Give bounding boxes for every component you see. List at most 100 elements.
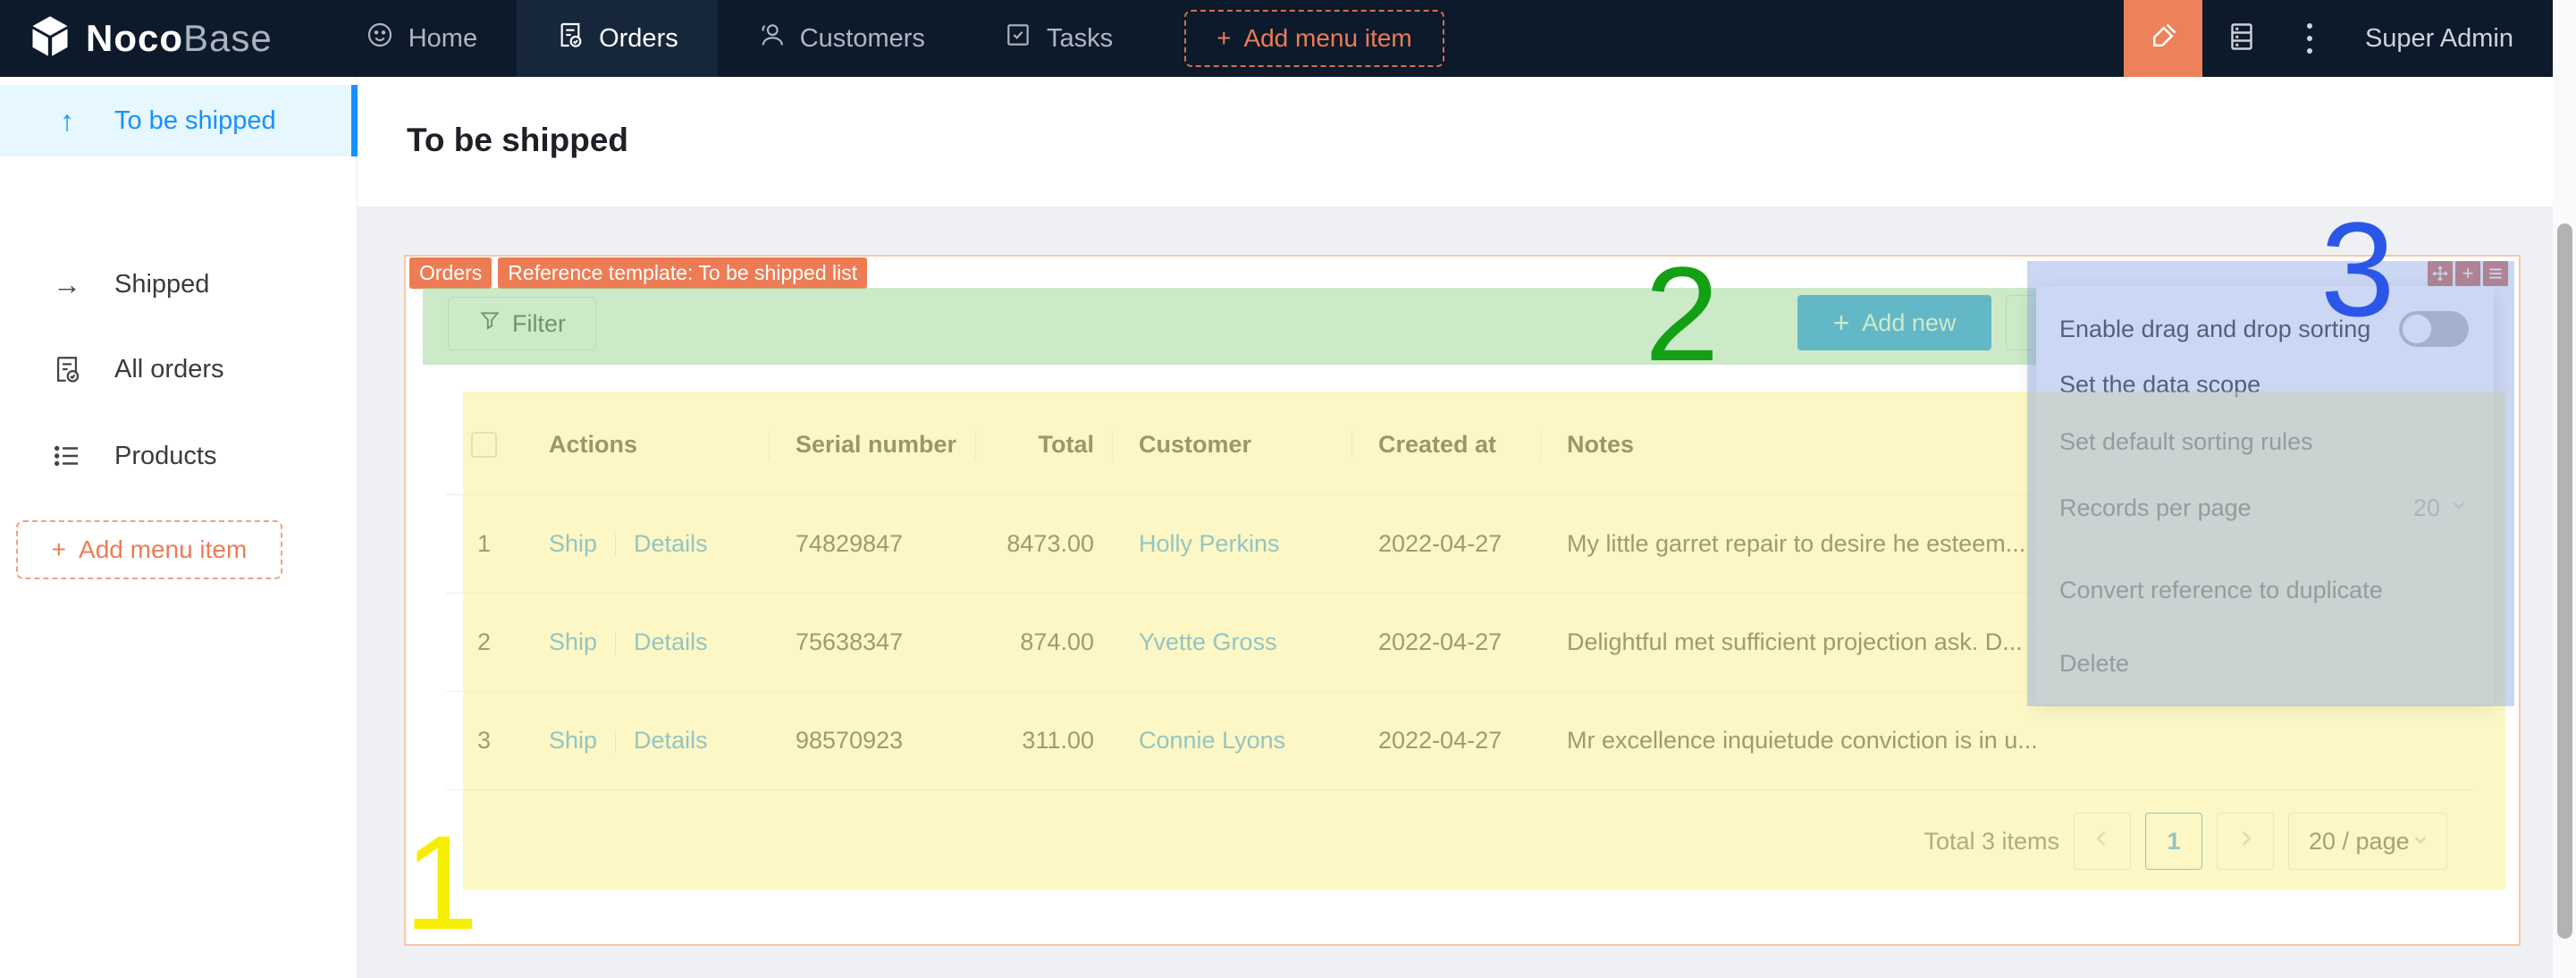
block-designer-tags: Orders Reference template: To be shipped… — [409, 257, 868, 289]
column-header-customer: Customer — [1112, 431, 1351, 459]
pagination-next-button[interactable] — [2217, 813, 2274, 870]
ship-action-link[interactable]: Ship — [549, 628, 598, 655]
column-header-total: Total — [975, 431, 1112, 459]
column-header-actions: Actions — [549, 431, 638, 458]
server-stack-icon — [2226, 21, 2258, 57]
list-icon — [50, 441, 84, 471]
plus-icon: + — [1216, 24, 1232, 52]
menu-item-label: Records per page — [2059, 493, 2252, 521]
nocobase-logo[interactable]: NocoBase — [0, 13, 305, 64]
filter-button[interactable]: Filter — [448, 297, 596, 350]
scrollbar-thumb[interactable] — [2557, 223, 2572, 939]
ui-editor-button[interactable] — [2123, 0, 2202, 77]
sidebar-item-to-be-shipped[interactable]: ↑ To be shipped — [0, 85, 358, 156]
cell-notes: My little garret repair to desire he est… — [1567, 530, 2026, 557]
page-title: To be shipped — [407, 122, 629, 158]
user-icon — [757, 21, 786, 56]
details-action-link[interactable]: Details — [634, 628, 708, 655]
add-new-label: Add new — [1862, 308, 1957, 336]
sidebar-item-label: Shipped — [114, 269, 210, 299]
action-divider — [615, 631, 617, 655]
navbar-right-actions: Super Admin — [2123, 0, 2553, 77]
user-menu[interactable]: Super Admin — [2364, 23, 2513, 53]
sidebar: ↑ To be shipped → Shipped All orders Pro… — [0, 77, 358, 978]
pagination-total: Total 3 items — [1924, 827, 2059, 855]
plugin-manager-button[interactable] — [2202, 0, 2281, 77]
ship-action-link[interactable]: Ship — [549, 727, 598, 754]
sidebar-item-products[interactable]: Products — [0, 420, 358, 492]
pagination-prev-button[interactable] — [2074, 813, 2131, 870]
sidebar-item-label: All orders — [114, 354, 224, 384]
details-action-link[interactable]: Details — [634, 530, 708, 557]
sidebar-item-shipped[interactable]: → Shipped — [0, 249, 358, 320]
plus-icon: + — [51, 535, 67, 563]
reference-template-tag: Reference template: To be shipped list — [498, 257, 868, 289]
menu-item-label: Enable drag and drop sorting — [2059, 315, 2371, 342]
column-header-serial: Serial number — [769, 431, 975, 459]
sidebar-item-all-orders[interactable]: All orders — [0, 333, 358, 405]
ship-action-link[interactable]: Ship — [549, 530, 598, 557]
menu-item-drag-sort[interactable]: Enable drag and drop sorting — [2036, 300, 2494, 358]
menu-item-data-scope[interactable]: Set the data scope — [2036, 356, 2494, 413]
nav-item-customers[interactable]: Customers — [718, 0, 964, 77]
table-row: 3 Ship Details 98570923 311.00 Connie Lyo… — [446, 692, 2478, 790]
menu-item-delete[interactable]: Delete — [2036, 635, 2494, 692]
highlighter-icon — [2147, 21, 2179, 57]
block-designer-actions: + — [2428, 261, 2562, 286]
navbar-add-menu-item-button[interactable]: + Add menu item — [1184, 10, 1444, 67]
sidebar-item-label: To be shipped — [114, 105, 276, 135]
row-index: 2 — [476, 628, 492, 655]
top-navbar: NocoBase Home Orders — [0, 0, 2553, 77]
nav-item-label: Home — [408, 23, 478, 53]
add-menu-item-label: Add menu item — [79, 535, 248, 563]
customer-link[interactable]: Yvette Gross — [1139, 628, 1277, 655]
add-menu-item-label: Add menu item — [1243, 24, 1412, 52]
nav-item-label: Orders — [599, 23, 678, 53]
menu-item-label: Delete — [2059, 649, 2130, 677]
nav-item-tasks[interactable]: Tasks — [964, 0, 1152, 77]
column-header-created-at: Created at — [1351, 431, 1540, 459]
menu-divider — [2036, 549, 2494, 550]
cell-created-at: 2022-04-27 — [1378, 727, 1503, 754]
customer-link[interactable]: Connie Lyons — [1139, 727, 1286, 754]
menu-item-label: Set the data scope — [2059, 370, 2261, 398]
cell-notes: Mr excellence inquietude conviction is i… — [1567, 727, 2038, 754]
menu-item-label: Set default sorting rules — [2059, 427, 2313, 455]
page-size-value: 20 / page — [2309, 827, 2410, 855]
nav-item-home[interactable]: Home — [326, 0, 517, 77]
nav-item-label: Customers — [799, 23, 925, 53]
more-options-button[interactable] — [2281, 23, 2338, 54]
schema-settings-dropdown: Enable drag and drop sorting Set the dat… — [2036, 286, 2494, 704]
cell-serial: 98570923 — [796, 727, 904, 754]
menu-divider — [2036, 627, 2494, 628]
schema-settings-menu-icon[interactable] — [2483, 261, 2508, 286]
collection-tag: Orders — [409, 257, 492, 289]
cube-logo-icon — [27, 13, 73, 64]
drag-sort-toggle[interactable] — [2399, 311, 2469, 347]
menu-item-sorting-rules[interactable]: Set default sorting rules — [2036, 413, 2494, 470]
insert-plus-icon[interactable]: + — [2455, 261, 2480, 286]
cell-created-at: 2022-04-27 — [1378, 628, 1503, 655]
cell-total: 874.00 — [1020, 628, 1094, 655]
logo-text-secondary: Base — [183, 17, 273, 59]
add-new-button[interactable]: + Add new — [1797, 295, 1991, 350]
cell-created-at: 2022-04-27 — [1378, 530, 1503, 557]
select-all-checkbox[interactable] — [471, 432, 497, 458]
drag-handle-icon[interactable] — [2428, 261, 2453, 286]
order-file-icon — [50, 354, 84, 384]
sidebar-add-menu-item-button[interactable]: + Add menu item — [16, 520, 282, 579]
chevron-down-icon — [2449, 494, 2469, 522]
page-size-select[interactable]: 20 / page — [2288, 813, 2447, 870]
filter-label: Filter — [512, 309, 566, 337]
menu-item-convert-reference[interactable]: Convert reference to duplicate — [2036, 561, 2494, 619]
nav-item-orders[interactable]: Orders — [517, 0, 718, 77]
cell-serial: 74829847 — [796, 530, 904, 557]
details-action-link[interactable]: Details — [634, 727, 708, 754]
customer-link[interactable]: Holly Perkins — [1139, 530, 1280, 557]
chevron-right-icon — [2235, 828, 2256, 856]
pagination-page-1[interactable]: 1 — [2145, 813, 2202, 870]
pagination: Total 3 items 1 20 / page — [446, 805, 2478, 878]
menu-item-records-per-page[interactable]: Records per page 20 — [2036, 479, 2494, 536]
smiley-icon — [366, 21, 394, 56]
nav-item-label: Tasks — [1046, 23, 1114, 53]
